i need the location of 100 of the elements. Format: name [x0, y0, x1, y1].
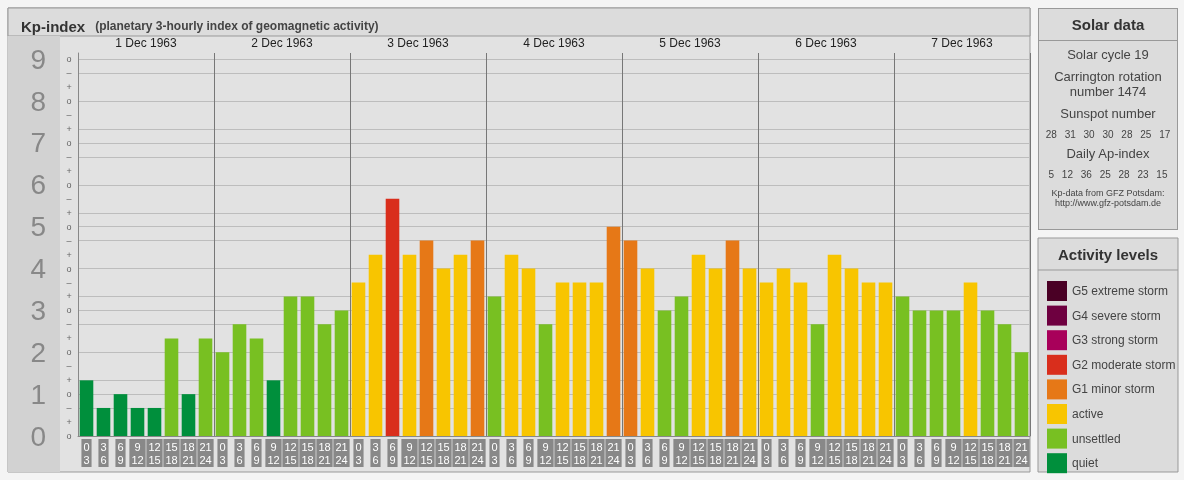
x-tick-label: 21 24 — [471, 440, 484, 466]
x-tick-label: 6 9 — [797, 440, 804, 466]
bar — [810, 324, 825, 436]
text: – — [66, 319, 72, 330]
x-tick-label: 21 24 — [199, 440, 212, 466]
text: – — [66, 110, 72, 121]
bar — [844, 268, 859, 436]
x-tick-label: 21 24 — [743, 440, 756, 466]
x-tick-label: 21 24 — [335, 440, 348, 466]
x-tick-label: 21 24 — [607, 440, 620, 466]
text: + — [66, 291, 72, 302]
text: o — [66, 137, 72, 148]
text: o — [66, 263, 72, 274]
bar — [606, 226, 621, 436]
legend-title: Activity levels — [1057, 245, 1159, 263]
text: – — [66, 277, 72, 288]
bar — [742, 268, 757, 436]
x-tick-label: 6 9 — [389, 440, 396, 466]
x-tick-label: 18 21 — [726, 440, 739, 466]
text: o — [66, 54, 72, 65]
text: – — [66, 193, 72, 204]
text: – — [66, 361, 72, 372]
x-tick-label: 18 21 — [182, 440, 195, 466]
legend-label: active — [1072, 407, 1104, 421]
x-tick-label: 9 12 — [811, 440, 824, 466]
text: Daily Ap-index — [1065, 146, 1151, 163]
x-tick-label: 3 6 — [644, 440, 651, 466]
text: + — [66, 165, 72, 176]
text: o — [66, 179, 72, 190]
legend-label: G5 extreme storm — [1072, 284, 1169, 298]
x-tick-label: 12 15 — [964, 440, 977, 466]
text: – — [66, 235, 72, 246]
x-tick-label: 3 6 — [236, 440, 243, 466]
bar — [470, 240, 485, 436]
bar — [283, 296, 298, 436]
text: 6 Dec 1963 — [795, 36, 858, 50]
bar — [572, 282, 587, 436]
y-tick-label: 8 — [30, 85, 46, 117]
bar — [555, 282, 570, 436]
text: + — [66, 417, 72, 428]
text: o — [66, 347, 72, 358]
bar — [385, 198, 400, 436]
text: o — [66, 96, 72, 107]
bar — [997, 324, 1012, 436]
bar — [79, 380, 94, 436]
bar — [980, 310, 995, 436]
bar — [657, 310, 672, 436]
bar — [164, 338, 179, 436]
bar — [96, 407, 111, 436]
text: – — [66, 68, 72, 79]
x-tick-label: 9 12 — [131, 440, 144, 466]
x-tick-label: 6 9 — [117, 440, 124, 466]
bar — [181, 394, 196, 436]
bar — [351, 282, 366, 436]
bar — [1014, 352, 1029, 436]
bar — [232, 324, 247, 436]
y-tick-label: 2 — [30, 336, 46, 368]
x-tick-label: 3 6 — [100, 440, 107, 466]
x-tick-label: 15 18 — [437, 440, 450, 466]
x-tick-label: 6 9 — [525, 440, 532, 466]
bar — [317, 324, 332, 436]
text: 7 Dec 1963 — [931, 36, 994, 50]
text: + — [66, 375, 72, 386]
x-tick-label: 3 6 — [780, 440, 787, 466]
legend-label: unsettled — [1072, 431, 1121, 446]
text: + — [66, 333, 72, 344]
x-tick-label: 15 18 — [709, 440, 722, 466]
bar — [215, 352, 230, 436]
x-tick-label: 3 6 — [508, 440, 515, 466]
text: Kp-data from GFZ Potsdam: http://www.gfz-potsdam.de — [1050, 187, 1166, 209]
bar — [504, 254, 519, 436]
legend-label: G4 severe storm — [1072, 308, 1161, 323]
bar — [402, 254, 417, 436]
x-tick-label: 12 15 — [692, 440, 705, 466]
y-tick-label: 7 — [30, 127, 46, 159]
x-tick-label: 15 18 — [845, 440, 858, 466]
y-tick-label: 0 — [30, 420, 46, 452]
bar — [147, 407, 162, 436]
legend-label: G1 minor storm — [1072, 382, 1155, 397]
y-tick-label: 1 — [30, 378, 46, 410]
text: 1 Dec 1963 — [115, 36, 178, 50]
bar — [827, 254, 842, 436]
x-tick-label: 9 12 — [675, 440, 688, 466]
x-tick-label: 0 3 — [899, 440, 906, 466]
x-tick-label: 6 9 — [661, 440, 668, 466]
bar — [249, 338, 264, 436]
bar — [334, 310, 349, 436]
x-tick-label: 15 18 — [981, 440, 994, 466]
bar — [487, 296, 502, 436]
text: Solar data — [1039, 9, 1177, 41]
bar — [198, 338, 213, 436]
text: – — [66, 403, 72, 414]
bar — [691, 254, 706, 436]
bar — [368, 254, 383, 436]
x-tick-label: 18 21 — [590, 440, 603, 466]
bar — [453, 254, 468, 436]
text: Carrington rotation number 1474 — [1053, 68, 1163, 100]
bar — [725, 240, 740, 436]
x-tick-label: 0 3 — [763, 440, 770, 466]
bar — [589, 282, 604, 436]
